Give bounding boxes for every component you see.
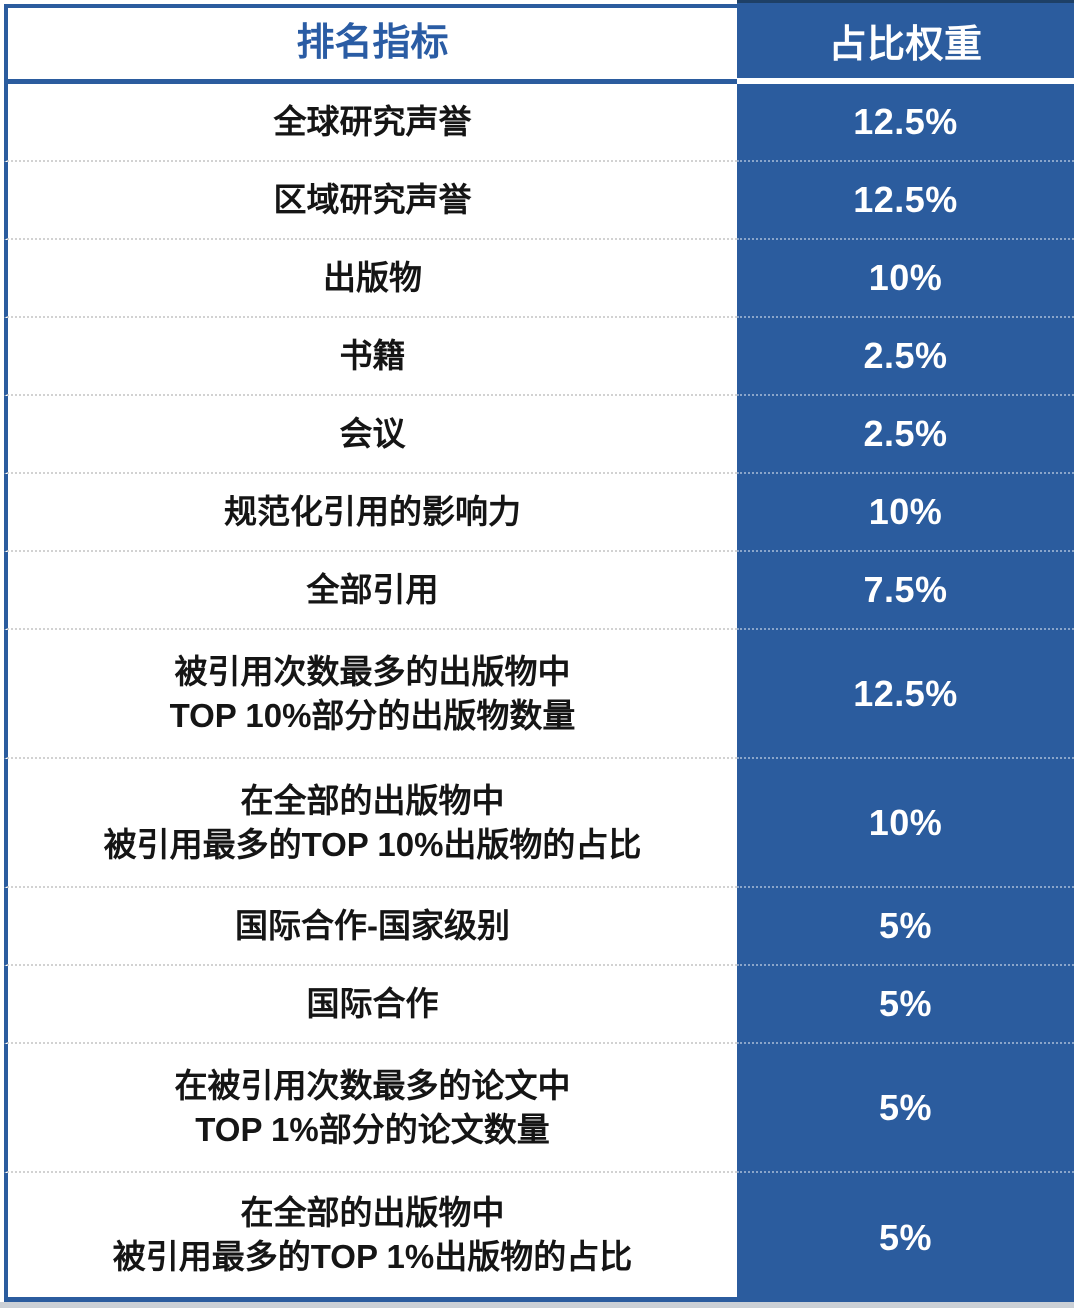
indicator-cell: 在全部的出版物中被引用最多的TOP 10%出版物的占比 <box>4 759 737 888</box>
weight-value: 5% <box>878 905 933 946</box>
indicator-label-line: 全部引用 <box>306 571 439 609</box>
table-header-row: 排名指标 占比权重 <box>0 0 1074 84</box>
weight-cell: 7.5% <box>737 552 1074 630</box>
weight-value: 5% <box>878 983 933 1024</box>
table-row: 在被引用次数最多的论文中 TOP 1%部分的论文数量 5% <box>0 1044 1074 1173</box>
table-row: 在全部的出版物中被引用最多的TOP 1%出版物的占比 5% <box>0 1173 1074 1302</box>
weight-value: 10% <box>868 257 943 298</box>
table-row: 全部引用 7.5% <box>0 552 1074 630</box>
weight-value: 12.5% <box>853 672 958 714</box>
indicator-cell: 国际合作 <box>4 966 737 1044</box>
indicator-cell: 规范化引用的影响力 <box>4 474 737 552</box>
weight-value: 10% <box>868 801 943 843</box>
indicator-label-line: 被引用次数最多的出版物中 <box>174 652 571 690</box>
weight-value: 7.5% <box>863 569 948 610</box>
table-row: 国际合作-国家级别 5% <box>0 888 1074 966</box>
table-row: 会议 2.5% <box>0 396 1074 474</box>
table-row: 区域研究声誉 12.5% <box>0 162 1074 240</box>
indicator-cell: 被引用次数最多的出版物中 TOP 10%部分的出版物数量 <box>4 630 737 759</box>
table-row: 出版物 10% <box>0 240 1074 318</box>
weight-cell: 10% <box>737 759 1074 888</box>
indicator-label-line: 会议 <box>339 415 406 453</box>
weight-cell: 5% <box>737 888 1074 966</box>
indicator-label-line: 国际合作-国家级别 <box>235 907 510 945</box>
indicator-label-line: 在全部的出版物中 <box>240 781 505 819</box>
bottom-edge-strip <box>0 1302 1074 1308</box>
weight-cell: 10% <box>737 240 1074 318</box>
weight-header-cell: 占比权重 <box>737 0 1074 84</box>
indicator-label-line: 国际合作 <box>306 985 439 1023</box>
weight-value: 12.5% <box>853 179 958 220</box>
indicator-cell: 在全部的出版物中被引用最多的TOP 1%出版物的占比 <box>4 1173 737 1302</box>
weight-cell: 5% <box>737 966 1074 1044</box>
indicator-cell: 会议 <box>4 396 737 474</box>
indicator-header-label: 排名指标 <box>296 22 449 65</box>
table-row: 全球研究声誉 12.5% <box>0 84 1074 162</box>
table-row: 国际合作 5% <box>0 966 1074 1044</box>
indicator-cell: 区域研究声誉 <box>4 162 737 240</box>
indicator-cell: 出版物 <box>4 240 737 318</box>
weight-cell: 12.5% <box>737 84 1074 162</box>
indicator-label-line: 出版物 <box>323 259 422 297</box>
indicator-cell: 全球研究声誉 <box>4 84 737 162</box>
weight-value: 5% <box>878 1216 933 1258</box>
indicator-label-line: 规范化引用的影响力 <box>224 493 521 531</box>
weight-value: 2.5% <box>863 335 948 376</box>
indicator-cell: 国际合作-国家级别 <box>4 888 737 966</box>
indicator-label-line: 区域研究声誉 <box>273 181 472 219</box>
weight-value: 2.5% <box>863 413 948 454</box>
table-row: 规范化引用的影响力 10% <box>0 474 1074 552</box>
indicator-cell: 在被引用次数最多的论文中 TOP 1%部分的论文数量 <box>4 1044 737 1173</box>
indicator-label-line: 被引用最多的TOP 10%出版物的占比 <box>103 825 642 863</box>
table-row: 在全部的出版物中被引用最多的TOP 10%出版物的占比 10% <box>0 759 1074 888</box>
indicator-label-line: 在被引用次数最多的论文中 <box>174 1066 571 1104</box>
weight-cell: 2.5% <box>737 396 1074 474</box>
indicator-label-line: TOP 1%部分的论文数量 <box>195 1110 550 1148</box>
indicator-label-line: 书籍 <box>339 337 406 375</box>
indicator-label-line: TOP 10%部分的出版物数量 <box>169 696 576 734</box>
weight-value: 5% <box>878 1086 933 1128</box>
weight-value: 12.5% <box>853 101 958 142</box>
indicator-label-line: 被引用最多的TOP 1%出版物的占比 <box>112 1238 633 1275</box>
weight-cell: 2.5% <box>737 318 1074 396</box>
indicator-label-line: 在全部的出版物中 <box>240 1194 505 1232</box>
weight-cell: 5% <box>737 1173 1074 1302</box>
weight-header-label: 占比权重 <box>828 24 983 66</box>
weight-cell: 5% <box>737 1044 1074 1173</box>
indicator-cell: 全部引用 <box>4 552 737 630</box>
weight-value: 10% <box>868 491 943 532</box>
indicator-label-line: 全球研究声誉 <box>273 103 472 141</box>
weight-cell: 12.5% <box>737 630 1074 759</box>
table-row: 书籍 2.5% <box>0 318 1074 396</box>
table-row: 被引用次数最多的出版物中 TOP 10%部分的出版物数量 12.5% <box>0 630 1074 759</box>
weight-cell: 12.5% <box>737 162 1074 240</box>
indicator-cell: 书籍 <box>4 318 737 396</box>
indicator-header-cell: 排名指标 <box>4 4 737 84</box>
weight-cell: 10% <box>737 474 1074 552</box>
